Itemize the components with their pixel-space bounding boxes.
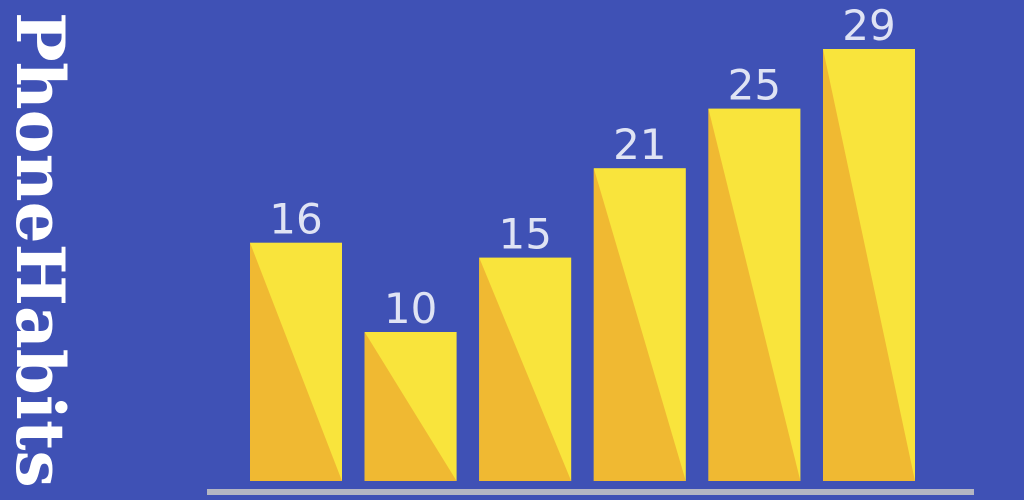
- bar-6-shade: [823, 49, 915, 481]
- bar-2-shade: [364, 332, 457, 481]
- bar-4-value-label: 21: [613, 120, 666, 169]
- bar-6: [823, 49, 915, 481]
- bar-4-shade: [593, 168, 686, 481]
- bar-3-value-label: 15: [498, 210, 551, 259]
- bar-4: [593, 168, 686, 481]
- bar-3: [479, 257, 572, 481]
- bar-5: [708, 108, 801, 481]
- app-title: PhoneHabits: [1, 12, 79, 488]
- bar-5-value-label: 25: [728, 61, 781, 110]
- bar-1-shade: [250, 242, 342, 481]
- bar-3-shade: [479, 257, 572, 481]
- bar-1: [250, 242, 342, 481]
- bar-1-value-label: 16: [269, 195, 322, 244]
- bar-5-shade: [708, 108, 801, 481]
- bars-layer: [250, 49, 915, 481]
- bar-2-value-label: 10: [384, 284, 437, 333]
- bar-6-value-label: 29: [842, 1, 895, 50]
- bar-2: [364, 332, 457, 481]
- data-labels-layer: 16 10 15 21 25 29: [269, 1, 895, 333]
